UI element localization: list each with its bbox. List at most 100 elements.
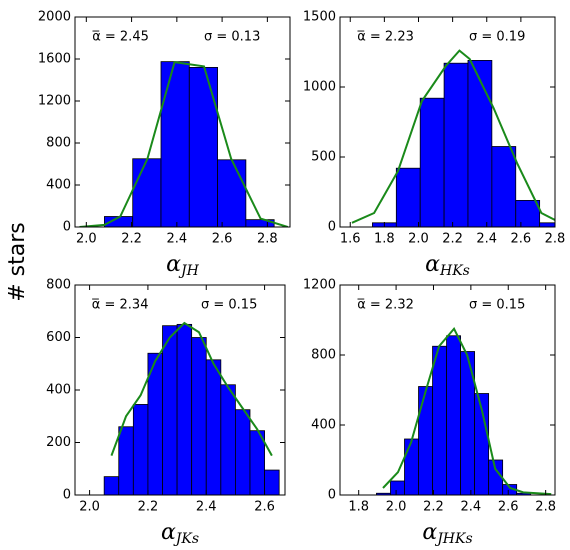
x-tick-label: 2.4 — [196, 500, 217, 515]
y-tick-label: 400 — [46, 178, 71, 193]
x-tick-label: 2.4 — [166, 232, 187, 247]
plot-area — [103, 321, 280, 495]
plot-area — [351, 49, 555, 227]
x-tick-label: 1.8 — [348, 500, 369, 515]
x-tick-label: 2.6 — [254, 500, 275, 515]
bar — [418, 386, 433, 495]
bar — [467, 60, 493, 227]
axes-frame — [339, 284, 556, 496]
annotation: α̅ = 2.45 — [92, 30, 149, 45]
x-axis-label-symbol: α — [166, 252, 181, 277]
y-tick-label: 600 — [46, 330, 71, 345]
bar — [432, 345, 447, 495]
annotation: σ = 0.13 — [204, 30, 260, 45]
bar — [162, 325, 178, 495]
y-tick-label: 400 — [46, 383, 71, 398]
bar — [446, 335, 461, 495]
bar — [404, 438, 419, 495]
y-tick-label: 400 — [311, 418, 336, 433]
x-axis-label-subscript: JKs — [173, 531, 199, 547]
annotation: σ = 0.19 — [469, 30, 525, 45]
annotation: σ = 0.15 — [469, 298, 525, 313]
bar — [188, 67, 218, 227]
x-tick-label: 1.8 — [374, 232, 395, 247]
fit-line — [382, 326, 552, 495]
bar — [395, 167, 421, 227]
y-tick-label: 800 — [46, 136, 71, 151]
x-tick-label: 2.2 — [442, 232, 463, 247]
y-tick-label: 0 — [328, 220, 336, 235]
x-axis-label-symbol: α — [422, 520, 437, 545]
x-axis-label-subscript: JHKs — [434, 531, 472, 547]
x-tick-label: 2.6 — [511, 232, 532, 247]
y-tick-label: 800 — [311, 348, 336, 363]
x-axis-label: αJHKs — [422, 520, 472, 547]
x-tick-label: 2.4 — [476, 232, 497, 247]
y-tick-label: 0 — [63, 220, 71, 235]
bar — [217, 159, 247, 227]
x-tick-label: 2.8 — [257, 232, 278, 247]
y-axis-label: # stars — [5, 222, 30, 302]
x-tick-label: 2.6 — [498, 500, 519, 515]
x-tick-label: 2.2 — [138, 500, 159, 515]
y-tick-label: 1200 — [38, 94, 71, 109]
y-tick-label: 500 — [311, 150, 336, 165]
x-axis-label: αJKs — [161, 520, 199, 547]
y-tick-label: 0 — [63, 488, 71, 503]
annotation: α̅ = 2.23 — [357, 30, 414, 45]
annotation: α̅ = 2.32 — [357, 298, 414, 313]
x-tick-label: 2.8 — [535, 500, 556, 515]
x-axis-label-subscript: JH — [178, 263, 200, 279]
bar — [491, 146, 517, 227]
bar — [390, 480, 405, 495]
y-tick-label: 200 — [46, 435, 71, 450]
bar — [220, 384, 236, 495]
x-tick-label: 2.2 — [423, 500, 444, 515]
x-tick-label: 2.0 — [408, 232, 429, 247]
x-axis-label-symbol: α — [161, 520, 176, 545]
x-axis-label: αJH — [166, 252, 199, 279]
bar — [264, 469, 280, 495]
x-axis-label: αHKs — [425, 252, 470, 279]
plot-area — [79, 61, 289, 227]
bar — [132, 404, 149, 495]
annotation: σ = 0.15 — [201, 298, 257, 313]
axes-frame — [339, 16, 556, 228]
x-tick-label: 2.0 — [79, 500, 100, 515]
bar — [191, 337, 207, 495]
bar — [176, 323, 193, 495]
bar — [103, 476, 120, 495]
annotation: α̅ = 2.34 — [92, 298, 149, 313]
x-tick-label: 2.8 — [545, 232, 566, 247]
x-tick-label: 1.6 — [340, 232, 361, 247]
y-tick-label: 800 — [46, 278, 71, 293]
bar — [118, 426, 134, 495]
plot-area — [376, 326, 552, 495]
x-tick-label: 2.0 — [76, 232, 97, 247]
x-tick-label: 2.2 — [121, 232, 142, 247]
bar — [488, 459, 504, 495]
bar — [539, 222, 555, 227]
bar — [132, 158, 162, 227]
y-tick-label: 1200 — [303, 278, 336, 293]
x-tick-label: 2.6 — [212, 232, 233, 247]
bar — [205, 359, 222, 495]
y-tick-label: 1500 — [303, 10, 336, 25]
bar — [235, 409, 251, 495]
fit-line — [110, 321, 273, 457]
y-tick-label: 1600 — [38, 52, 71, 67]
bar — [160, 61, 190, 227]
bar — [419, 97, 445, 227]
x-axis-label-symbol: α — [425, 252, 440, 277]
y-tick-label: 0 — [328, 488, 336, 503]
x-axis-label-subscript: HKs — [439, 263, 470, 279]
bar — [443, 62, 469, 227]
fit-line — [79, 61, 289, 227]
fit-line — [351, 49, 555, 224]
axes-frame — [74, 16, 291, 228]
x-tick-label: 2.4 — [461, 500, 482, 515]
x-tick-label: 2.0 — [386, 500, 407, 515]
y-tick-label: 1000 — [303, 80, 336, 95]
y-tick-label: 2000 — [38, 10, 71, 25]
